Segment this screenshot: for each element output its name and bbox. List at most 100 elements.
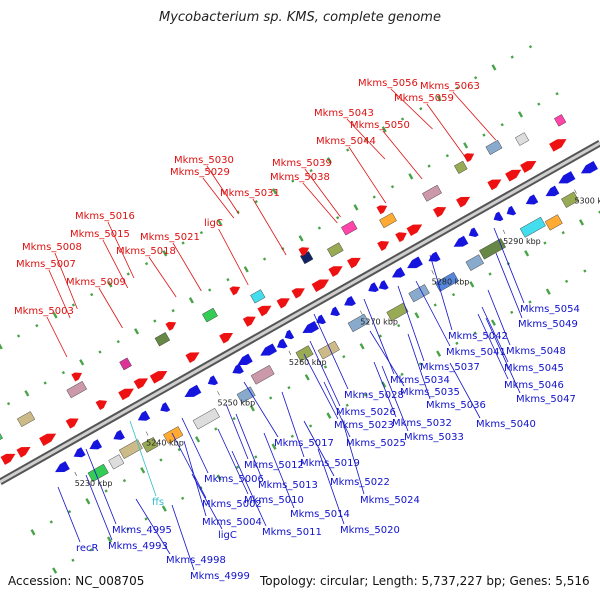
guide-dot (269, 396, 273, 400)
leader-line-lower (243, 381, 279, 438)
guide-dot (455, 86, 460, 90)
upper-feature-box (554, 114, 567, 127)
gene-label-lower: Mkms_5026 (336, 407, 396, 418)
gene-label-lower: Mkms_5013 (258, 480, 318, 491)
reverse-gene-arrow (160, 402, 171, 412)
leader-line-lower (369, 330, 405, 387)
leader-line-lower (495, 252, 523, 319)
leader-line-lower (303, 353, 339, 420)
leader-line-lower (135, 498, 171, 555)
guide-dot (208, 288, 212, 292)
gene-label-lower: Mkms_4995 (112, 525, 172, 536)
lower-feature-box (295, 345, 314, 362)
guide-dot (397, 324, 401, 328)
reverse-gene-arrow (207, 375, 219, 386)
guide-dot (323, 365, 328, 369)
guide-dot (90, 293, 94, 297)
guide-dot (214, 427, 218, 431)
leader-line-lower (477, 313, 509, 380)
gene-label-lower: Mkms_5049 (518, 319, 578, 330)
ruler-tick (217, 391, 220, 396)
gene-label-lower: Mkms_5022 (330, 477, 390, 488)
guide-dot (304, 374, 310, 381)
guide-dot (272, 188, 278, 195)
reverse-gene-arrow (55, 461, 70, 473)
gene-label-lower: Mkms_5032 (392, 418, 452, 429)
ruler-tick (145, 431, 149, 436)
leader-line-upper (172, 242, 202, 292)
gene-label-lower: Mkms_5023 (334, 420, 394, 431)
guide-dot (43, 381, 47, 385)
gene-label-upper: Mkms_5021 (140, 232, 200, 243)
guide-dot (188, 297, 194, 304)
leader-line-lower (225, 403, 249, 460)
kbp-ruler: 5230 kbp 5240 kbp 5250 kbp 5260 kbp 5270 kbp… (74, 189, 600, 488)
guide-dot (555, 92, 559, 96)
guide-dot (524, 250, 530, 257)
guide-dot (140, 467, 146, 474)
guide-dot (378, 334, 383, 338)
ruler-tick (574, 189, 577, 194)
genome-backbone (0, 139, 600, 486)
reverse-gene-arrow (232, 363, 244, 374)
dotted-guide-lines (0, 45, 600, 574)
gene-label-upper: Mkms_5029 (170, 167, 230, 178)
reverse-gene-arrow (368, 282, 379, 293)
reverse-gene-arrow (276, 338, 288, 349)
leader-line-lower (235, 413, 263, 480)
forward-gene-arrow (39, 433, 57, 446)
reverse-gene-arrow (407, 256, 423, 269)
guide-dot (98, 350, 102, 354)
leader-line-upper (390, 88, 433, 130)
guide-dot (510, 310, 514, 314)
leader-line-upper (346, 118, 386, 160)
guide-dot (126, 527, 130, 531)
leader-line-upper (148, 256, 177, 298)
guide-dot (418, 362, 422, 366)
forward-gene-arrow (149, 371, 168, 384)
gene-label-lower: Mkms_5041 (446, 347, 506, 358)
guide-dot (510, 55, 514, 59)
leader-line-lower (481, 306, 509, 363)
leader-line-lower (449, 362, 481, 419)
gene-label-upper: ligC (204, 218, 223, 229)
gene-label-upper: Mkms_5044 (316, 136, 376, 147)
reverse-gene-arrow (284, 329, 295, 340)
forward-gene-arrow (0, 453, 16, 465)
ruler-tick (502, 229, 506, 235)
leader-line-lower (183, 440, 207, 517)
gene-label-lower: Mkms_5034 (390, 375, 450, 386)
leader-line-lower (415, 280, 451, 347)
gene-label-lower: Mkms_5047 (516, 394, 576, 405)
guide-dot (336, 216, 340, 220)
gene-label-lower: Mkms_5011 (262, 527, 322, 538)
guide-dot (564, 279, 569, 283)
guide-dot (159, 458, 163, 462)
gene-label-lower: Mkms_5048 (506, 346, 566, 357)
leader-line-lower (303, 420, 335, 477)
guide-dot (419, 107, 423, 111)
leader-line-lower (181, 417, 209, 474)
reverse-gene-arrow (316, 314, 326, 325)
reverse-gene-arrow (378, 280, 389, 290)
guide-dot (363, 393, 368, 397)
ruler-tick (360, 310, 363, 315)
ruler-label: 5300 kbp (574, 197, 600, 206)
gene-label-lower: Mkms_5036 (426, 400, 486, 411)
gene-label-upper: Mkms_5043 (314, 108, 374, 119)
gene-label-lower: Mkms_5040 (476, 419, 536, 430)
gene-label-lower: Mkms_5054 (520, 304, 580, 315)
guide-dot (491, 64, 497, 71)
gene-label-lower: Mkms_5004 (202, 517, 262, 528)
gene-label-lower: Mkms_5028 (344, 390, 404, 401)
guide-dot (488, 272, 492, 276)
guide-dot (583, 269, 587, 273)
guide-dot (473, 331, 477, 335)
guide-dot (52, 312, 58, 319)
guide-dot (436, 350, 442, 357)
guide-dot (537, 102, 541, 106)
reverse-gene-arrow (506, 205, 517, 216)
leader-line-lower (407, 333, 431, 400)
guide-dot (243, 266, 249, 273)
